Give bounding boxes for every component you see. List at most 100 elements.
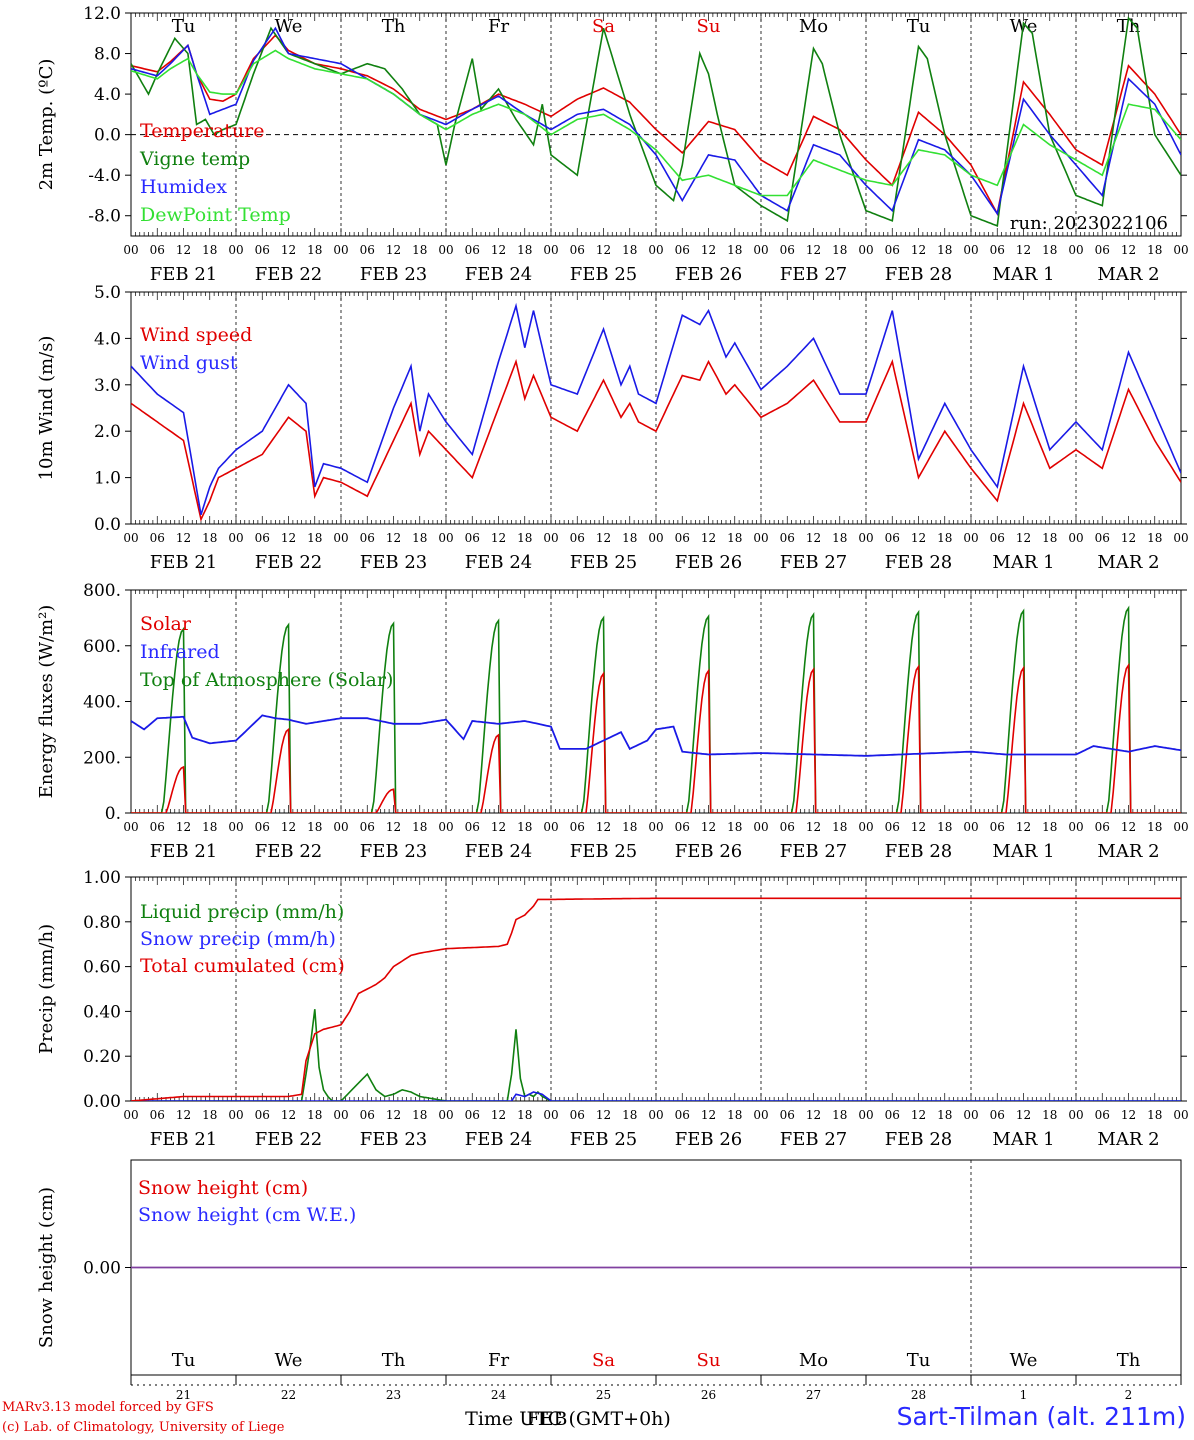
x-tick-label: 18 (937, 531, 952, 545)
x-tick-label: 12 (386, 1108, 401, 1122)
y-tick-label: 0. (105, 804, 121, 824)
x-tick-label: 18 (307, 243, 322, 257)
x-tick-label: 18 (517, 531, 532, 545)
x-tick-label: 00 (543, 1108, 558, 1122)
x-tick-label: 06 (465, 531, 480, 545)
x-tick-label: 18 (412, 243, 427, 257)
x-tick-label: 18 (727, 820, 742, 834)
x-tick-label: 00 (333, 531, 348, 545)
x-tick-label: 06 (1095, 531, 1110, 545)
x-tick-label: 06 (990, 1108, 1005, 1122)
x-tick-label: 12 (1121, 531, 1136, 545)
x-tick-label: 06 (465, 1108, 480, 1122)
weekday-label: We (275, 16, 303, 37)
x-tick-label: 12 (701, 243, 716, 257)
date-label: FEB 24 (465, 264, 532, 285)
day-number: 25 (596, 1388, 611, 1402)
series-line-wind-gust (131, 302, 1181, 515)
x-tick-label: 12 (281, 820, 296, 834)
day-number: 1 (1020, 1388, 1028, 1402)
y-tick-label: 2.0 (94, 422, 121, 442)
x-tick-label: 00 (1173, 820, 1188, 834)
x-tick-label: 06 (570, 820, 585, 834)
x-tick-label: 18 (727, 531, 742, 545)
x-tick-label: 12 (806, 531, 821, 545)
model-credit: MARv3.13 model forced by GFS (2, 1400, 214, 1415)
day-number: 28 (911, 1388, 926, 1402)
x-tick-label: 18 (622, 243, 637, 257)
x-tick-label: 06 (885, 820, 900, 834)
weekday-label: Mo (799, 16, 828, 37)
x-tick-label: 00 (858, 243, 873, 257)
x-tick-label: 06 (465, 820, 480, 834)
legend-entry: Temperature (140, 120, 264, 142)
weekday-label: Th (382, 16, 406, 37)
weekday-label: Th (1117, 16, 1141, 37)
x-tick-label: 18 (1147, 243, 1162, 257)
panel-5: 0.00 Snow height (cm) Snow height (cm) Snow… (36, 1159, 1187, 1376)
x-tick-label: 18 (727, 243, 742, 257)
x-tick-label: 12 (491, 531, 506, 545)
y-tick-label: 600. (83, 637, 121, 657)
legend-entry: Wind gust (140, 352, 238, 374)
y-tick-label: 0.00 (83, 1259, 121, 1279)
x-tick-label: 00 (228, 243, 243, 257)
y-axis-label: 10m Wind (m/s) (36, 336, 57, 481)
x-tick-label: 06 (675, 820, 690, 834)
date-label: FEB 21 (150, 552, 217, 573)
x-tick-label: 18 (202, 820, 217, 834)
x-tick-label: 18 (1147, 531, 1162, 545)
date-label: FEB 22 (255, 1129, 322, 1150)
y-tick-label: 200. (83, 748, 121, 768)
x-tick-label: 18 (412, 820, 427, 834)
x-tick-label: 00 (753, 243, 768, 257)
y-tick-label: 800. (83, 581, 121, 601)
x-tick-label: 00 (963, 820, 978, 834)
x-tick-label: 12 (386, 820, 401, 834)
x-tick-label: 06 (780, 820, 795, 834)
x-tick-label: 06 (990, 820, 1005, 834)
date-label: FEB 26 (675, 552, 742, 573)
x-tick-label: 18 (1147, 1108, 1162, 1122)
weekday-label: Tu (172, 1350, 196, 1371)
date-label: FEB 28 (885, 264, 952, 285)
x-tick-label: 12 (701, 531, 716, 545)
date-label: FEB 28 (885, 1129, 952, 1150)
x-tick-label: 18 (832, 531, 847, 545)
lab-credit: (c) Lab. of Climatology, University of L… (2, 1420, 285, 1435)
y-tick-label: 1.00 (83, 868, 121, 888)
y-axis-label: Snow height (cm) (36, 1187, 57, 1348)
x-tick-label: 12 (806, 243, 821, 257)
weekday-label: We (1010, 1350, 1038, 1371)
weekday-label: Sa (592, 16, 615, 37)
x-tick-label: 00 (333, 243, 348, 257)
date-label: FEB 22 (255, 552, 322, 573)
date-label: FEB 23 (360, 552, 427, 573)
x-tick-label: 00 (963, 1108, 978, 1122)
weekday-label: Th (1117, 1350, 1141, 1371)
date-label: FEB 25 (570, 264, 637, 285)
x-tick-label: 06 (570, 1108, 585, 1122)
x-tick-label: 06 (360, 1108, 375, 1122)
weekday-label: Mo (799, 1350, 828, 1371)
x-tick-label: 00 (1173, 531, 1188, 545)
date-label: FEB 21 (150, 264, 217, 285)
date-label: FEB 21 (150, 1129, 217, 1150)
date-label: FEB 25 (570, 1129, 637, 1150)
x-tick-label: 00 (543, 243, 558, 257)
x-tick-label: 12 (911, 820, 926, 834)
series-line-infrared (131, 714, 1181, 757)
x-tick-label: 12 (1016, 531, 1031, 545)
time-axis-overlay: FEB (526, 1408, 567, 1430)
x-tick-label: 00 (1173, 1108, 1188, 1122)
date-label: FEB 24 (465, 841, 532, 862)
x-tick-label: 18 (937, 1108, 952, 1122)
x-tick-label: 06 (360, 243, 375, 257)
date-label: FEB 28 (885, 552, 952, 573)
y-tick-label: 8.0 (94, 45, 121, 65)
x-tick-label: 18 (937, 243, 952, 257)
x-tick-label: 18 (937, 820, 952, 834)
x-tick-label: 00 (333, 820, 348, 834)
x-tick-label: 18 (517, 820, 532, 834)
x-tick-label: 12 (491, 243, 506, 257)
